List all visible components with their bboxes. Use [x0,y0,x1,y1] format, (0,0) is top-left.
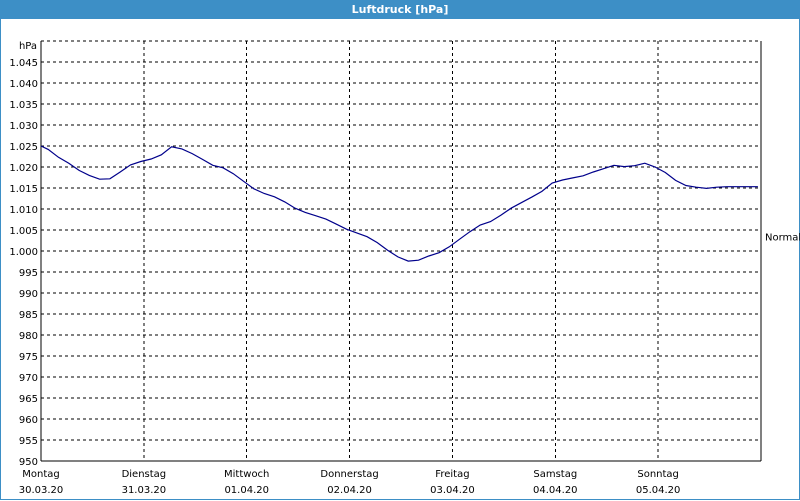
chart-title: Luftdruck [hPa] [1,1,799,19]
y-tick-label: 975 [19,352,38,363]
x-tick-day-label: Samstag [533,469,577,480]
y-tick-label: 985 [19,310,38,321]
y-tick-label: 1.035 [9,100,38,111]
y-tick-label: 980 [19,331,38,342]
series-line-luftdruck [40,145,758,262]
x-tick-date-label: 05.04.20 [636,485,681,496]
x-tick-date-label: 31.03.20 [122,485,167,496]
y-tick-label: 1.045 [9,58,38,69]
y-tick-label: 965 [19,394,38,405]
y-tick-label: 960 [19,415,38,426]
y-tick-label: 1.015 [9,184,38,195]
y-tick-label: 995 [19,268,38,279]
x-tick-day-label: Dienstag [122,469,167,480]
y-tick-label: 1.025 [9,142,38,153]
y-tick-label: 1.020 [9,163,38,174]
x-tick-date-label: 02.04.20 [327,485,372,496]
reference-line-label: Normal [765,232,800,243]
x-tick-date-label: 30.03.20 [19,485,64,496]
y-tick-label: 1.000 [9,247,38,258]
y-tick-label: 955 [19,436,38,447]
x-tick-day-label: Montag [22,469,59,480]
x-tick-date-label: 01.04.20 [224,485,269,496]
y-axis-unit-label: hPa [19,41,37,52]
y-tick-label: 1.030 [9,121,38,132]
y-tick-label: 1.040 [9,79,38,90]
x-tick-day-label: Sonntag [637,469,679,480]
x-tick-date-label: 04.04.20 [533,485,578,496]
y-tick-label: 1.005 [9,226,38,237]
x-tick-day-label: Donnerstag [320,469,378,480]
y-tick-label: 990 [19,289,38,300]
x-tick-day-label: Freitag [435,469,469,480]
x-tick-day-label: Mittwoch [224,469,269,480]
y-tick-label: 970 [19,373,38,384]
y-tick-label: 950 [19,457,38,468]
y-tick-label: 1.010 [9,205,38,216]
x-tick-date-label: 03.04.20 [430,485,475,496]
